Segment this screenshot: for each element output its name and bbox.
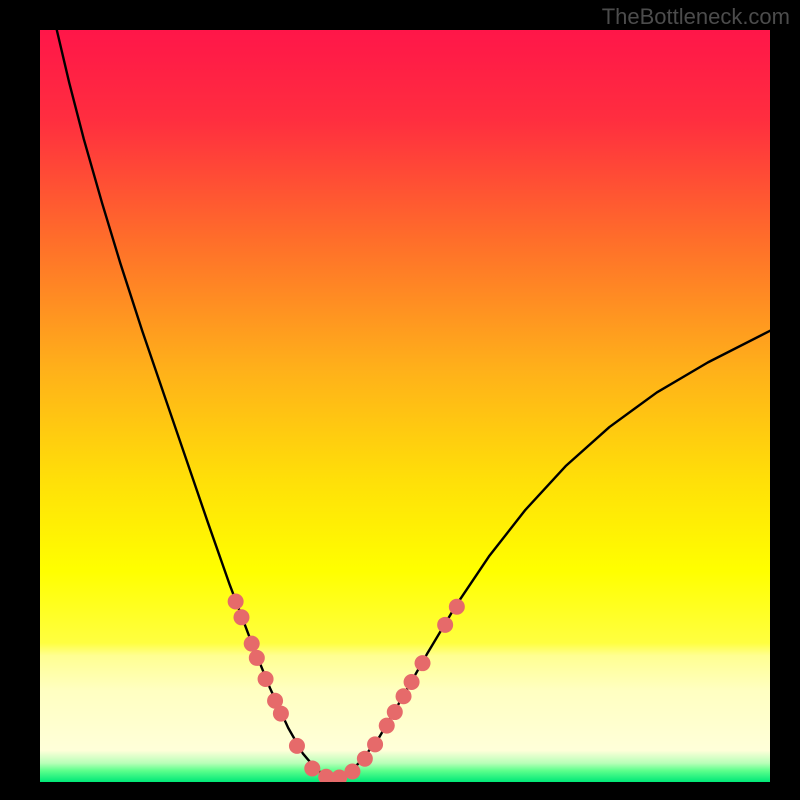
data-point — [233, 609, 249, 625]
data-point — [228, 594, 244, 610]
data-point — [404, 674, 420, 690]
data-point — [249, 650, 265, 666]
data-point — [344, 763, 360, 779]
data-point — [258, 671, 274, 687]
data-point — [449, 599, 465, 615]
data-point — [289, 738, 305, 754]
data-point — [379, 718, 395, 734]
data-point — [387, 704, 403, 720]
data-point — [437, 617, 453, 633]
data-point — [304, 760, 320, 776]
data-point — [273, 706, 289, 722]
bottleneck-chart-svg — [0, 0, 800, 800]
data-point — [396, 688, 412, 704]
data-point — [244, 636, 260, 652]
chart-gradient-background — [40, 30, 770, 782]
data-point — [415, 655, 431, 671]
data-point — [367, 736, 383, 752]
data-point — [357, 751, 373, 767]
chart-container: TheBottleneck.com — [0, 0, 800, 800]
